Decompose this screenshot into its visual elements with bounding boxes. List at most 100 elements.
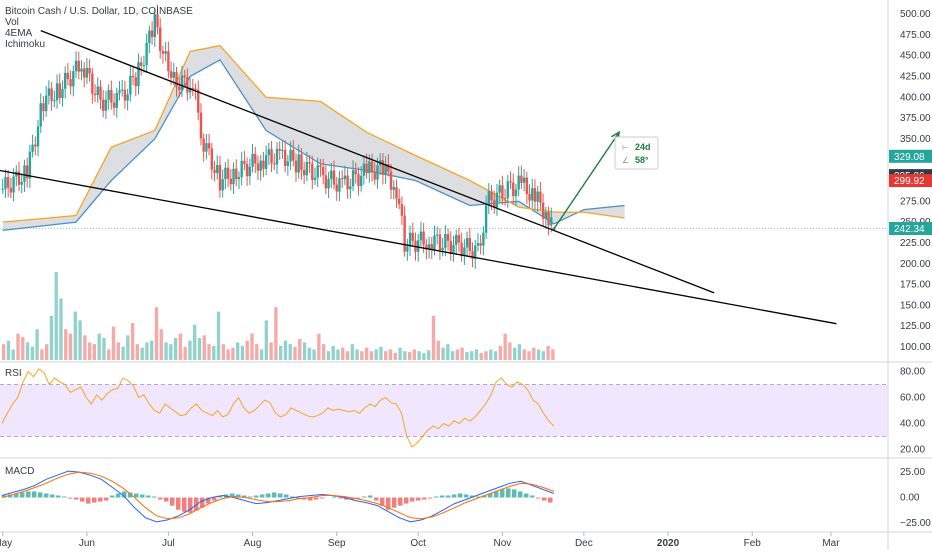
candle-body bbox=[107, 90, 110, 100]
candle-body bbox=[88, 67, 91, 74]
macd-histogram-bar bbox=[331, 496, 337, 498]
candle-body bbox=[417, 240, 420, 252]
candle-body bbox=[495, 192, 499, 208]
candle-body bbox=[300, 154, 303, 170]
candle-body bbox=[134, 77, 137, 87]
candle-body bbox=[533, 188, 537, 202]
candle-body bbox=[210, 148, 214, 170]
candle-body bbox=[240, 160, 243, 178]
volume-bar bbox=[250, 333, 254, 360]
candle-body bbox=[411, 232, 414, 241]
macd-histogram-bar bbox=[469, 495, 475, 498]
rsi-tick-label: 40.00 bbox=[900, 419, 925, 430]
volume-bar bbox=[25, 342, 30, 360]
candle-body bbox=[550, 217, 553, 226]
price-tick-label: 125.00 bbox=[900, 321, 931, 332]
volume-bar bbox=[302, 342, 307, 360]
volume-bar bbox=[269, 342, 273, 360]
candle-body bbox=[267, 149, 271, 156]
candle-body bbox=[520, 175, 523, 183]
x-tick-label: Sep bbox=[328, 538, 346, 549]
x-tick-label: Mar bbox=[822, 538, 840, 549]
x-tick-label: Nov bbox=[493, 538, 511, 549]
candle-body bbox=[406, 246, 409, 252]
candle-body bbox=[438, 234, 442, 251]
legend-ichimoku[interactable]: Ichimoku bbox=[5, 39, 46, 50]
candle-body bbox=[327, 178, 330, 189]
macd-histogram-bar bbox=[151, 496, 157, 498]
candle-body bbox=[72, 71, 75, 87]
volume-bar bbox=[111, 326, 116, 360]
candle-body bbox=[395, 187, 398, 199]
candle-body bbox=[159, 27, 162, 52]
volume-bar bbox=[255, 344, 259, 360]
macd-histogram-bar bbox=[247, 496, 253, 498]
macd-histogram-bar bbox=[397, 497, 403, 506]
candle-body bbox=[449, 240, 452, 254]
macd-histogram-bar bbox=[463, 494, 469, 498]
volume-bar bbox=[355, 349, 359, 360]
price-tick-label: 375.00 bbox=[900, 113, 931, 124]
symbol-title[interactable]: Bitcoin Cash / U.S. Dollar, 1D, COINBASE bbox=[5, 6, 193, 17]
volume-bar bbox=[116, 342, 120, 360]
volume-bar bbox=[393, 352, 397, 360]
price-tick-label: 400.00 bbox=[900, 92, 931, 103]
macd-histogram-bar bbox=[37, 492, 43, 498]
volume-bar bbox=[21, 337, 25, 360]
candle-body bbox=[335, 184, 338, 192]
candle-body bbox=[34, 144, 37, 147]
legend-ema[interactable]: 4EMA bbox=[5, 28, 33, 39]
candle-body bbox=[53, 100, 56, 102]
candle-body bbox=[259, 160, 262, 171]
volume-bar bbox=[407, 352, 412, 360]
candle-body bbox=[498, 185, 501, 193]
price-badge-label: 242.34 bbox=[894, 224, 925, 235]
candle-body bbox=[275, 148, 279, 165]
macd-histogram-bar bbox=[253, 495, 259, 498]
volume-bar bbox=[341, 347, 345, 360]
candle-body bbox=[218, 165, 222, 191]
candle-body bbox=[536, 191, 539, 202]
candle-body bbox=[216, 165, 219, 174]
legend-vol[interactable]: Vol bbox=[5, 17, 19, 28]
volume-bar bbox=[97, 333, 101, 360]
volume-bar bbox=[369, 351, 374, 360]
macd-histogram-bar bbox=[187, 497, 193, 513]
rsi-tick-label: 60.00 bbox=[900, 393, 925, 404]
macd-histogram-bar bbox=[487, 493, 493, 498]
candle-body bbox=[525, 177, 529, 194]
x-tick-label: Jul bbox=[162, 538, 175, 549]
candle-body bbox=[362, 163, 366, 176]
measure-box bbox=[614, 136, 659, 170]
candle-body bbox=[221, 179, 224, 191]
macd-histogram-bar bbox=[139, 494, 145, 498]
volume-bar bbox=[274, 307, 278, 360]
candle-body bbox=[20, 182, 23, 185]
candle-body bbox=[351, 170, 355, 187]
volume-bar bbox=[331, 345, 335, 360]
candle-body bbox=[197, 89, 200, 113]
candle-body bbox=[289, 149, 292, 162]
price-tick-label: 350.00 bbox=[900, 134, 931, 145]
candle-body bbox=[156, 14, 159, 28]
candle-body bbox=[321, 166, 325, 176]
price-badge-bg bbox=[889, 174, 932, 188]
macd-histogram-bar bbox=[109, 495, 115, 498]
candle-body bbox=[110, 90, 113, 103]
candle-body bbox=[245, 163, 249, 177]
candle-body bbox=[112, 102, 116, 108]
candle-body bbox=[145, 43, 148, 66]
ichimoku-cloud bbox=[2, 45, 625, 231]
volume-bar bbox=[193, 324, 197, 360]
candle-body bbox=[121, 89, 124, 91]
volume-bar bbox=[169, 344, 173, 360]
candle-body bbox=[224, 167, 227, 180]
x-tick-label: Dec bbox=[575, 538, 593, 549]
candle-body bbox=[237, 177, 241, 180]
candle-body bbox=[91, 73, 94, 94]
volume-bar bbox=[178, 333, 183, 360]
candle-body bbox=[292, 149, 295, 161]
macd-histogram-bar bbox=[289, 496, 295, 498]
